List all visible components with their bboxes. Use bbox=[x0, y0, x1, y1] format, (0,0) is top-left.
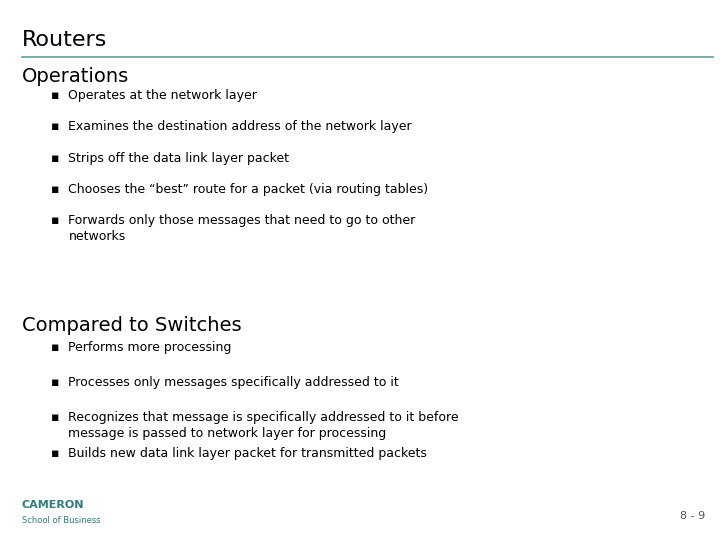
Text: ▪: ▪ bbox=[50, 411, 59, 424]
Text: Processes only messages specifically addressed to it: Processes only messages specifically add… bbox=[68, 376, 399, 389]
Text: ▪: ▪ bbox=[50, 152, 59, 165]
Text: ▪: ▪ bbox=[50, 120, 59, 133]
Text: ▪: ▪ bbox=[50, 447, 59, 460]
Text: Compared to Switches: Compared to Switches bbox=[22, 316, 241, 335]
Text: Examines the destination address of the network layer: Examines the destination address of the … bbox=[68, 120, 412, 133]
Text: Forwards only those messages that need to go to other
networks: Forwards only those messages that need t… bbox=[68, 214, 415, 244]
Text: 8 - 9: 8 - 9 bbox=[680, 511, 706, 521]
Text: ▪: ▪ bbox=[50, 376, 59, 389]
Text: School of Business: School of Business bbox=[22, 516, 100, 525]
Text: Recognizes that message is specifically addressed to it before
message is passed: Recognizes that message is specifically … bbox=[68, 411, 459, 441]
Text: Chooses the “best” route for a packet (via routing tables): Chooses the “best” route for a packet (v… bbox=[68, 183, 428, 196]
Text: Routers: Routers bbox=[22, 30, 107, 50]
Text: Strips off the data link layer packet: Strips off the data link layer packet bbox=[68, 152, 289, 165]
Text: ▪: ▪ bbox=[50, 341, 59, 354]
Text: ▪: ▪ bbox=[50, 183, 59, 196]
Text: CAMERON: CAMERON bbox=[22, 500, 84, 510]
Text: ▪: ▪ bbox=[50, 89, 59, 102]
Text: Performs more processing: Performs more processing bbox=[68, 341, 232, 354]
Text: Operates at the network layer: Operates at the network layer bbox=[68, 89, 257, 102]
Text: Operations: Operations bbox=[22, 68, 129, 86]
Text: Builds new data link layer packet for transmitted packets: Builds new data link layer packet for tr… bbox=[68, 447, 427, 460]
Text: ▪: ▪ bbox=[50, 214, 59, 227]
